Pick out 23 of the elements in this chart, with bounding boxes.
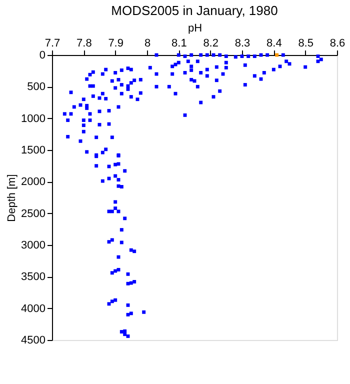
y-tick-label: 3500 [21,271,46,284]
x-tick-label: 8.3 [234,38,250,50]
y-tick-label: 1000 [21,112,46,125]
y-tick-label: 2500 [21,208,46,220]
y-tick-label: 0 [39,50,46,62]
y-tick-label: 4500 [21,334,46,346]
y-tick-label: 4000 [21,302,46,315]
x-tick-label: 8.2 [203,38,218,50]
x-tick-label: 8.6 [330,38,346,50]
y-tick-label: 500 [27,81,46,94]
y-tick-label: 3000 [21,240,46,252]
x-tick-label: 8.5 [298,38,314,50]
chart-title: MODS2005 in January, 1980 [111,3,278,18]
y-tick-label: 1500 [21,144,46,156]
y-tick-label: 2000 [21,176,46,188]
x-tick-label: 8.1 [172,38,187,50]
x-tick-label: 8.4 [266,38,282,50]
x-axis-title: pH [188,22,202,34]
x-tick-label: 7.8 [76,38,92,50]
x-tick-label: 8 [144,38,151,50]
y-axis-title: Depth [m] [6,174,18,222]
x-tick-label: 7.7 [44,38,60,50]
x-tick-label: 7.9 [108,38,124,50]
